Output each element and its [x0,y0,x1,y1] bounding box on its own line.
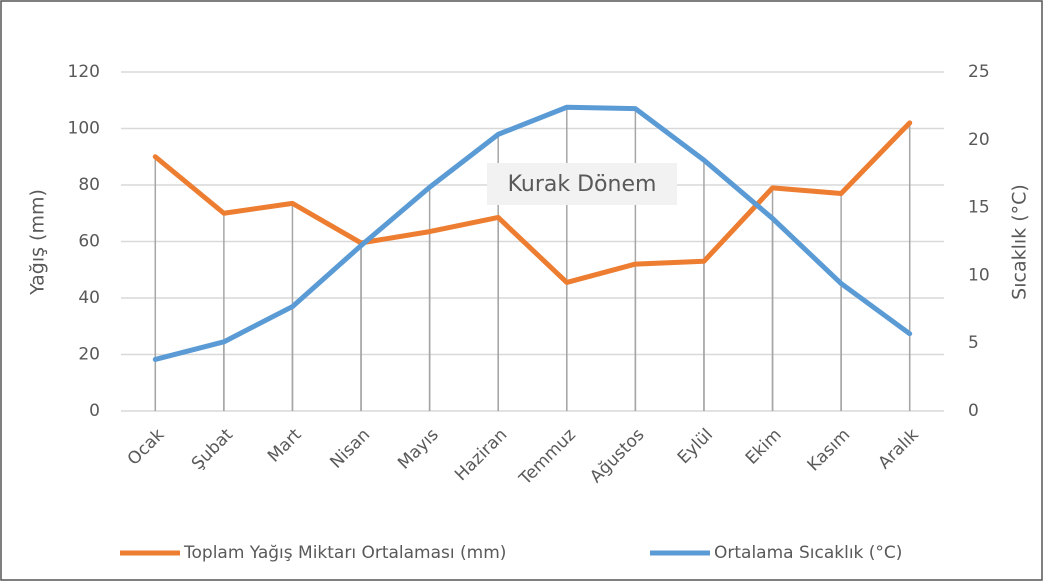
y-tick-label: 80 [78,175,100,195]
y-tick-label: 100 [68,119,100,139]
y-tick-label: 20 [78,345,100,365]
annotation: Kurak Dönem [508,172,657,197]
legend-label: Toplam Yağış Miktarı Ortalaması (mm) [183,543,506,563]
y2-tick-label: 25 [968,62,990,82]
y2-axis-label: Sıcaklık (°C) [1009,184,1031,300]
y2-tick-label: 20 [968,130,990,150]
series-line [152,120,913,285]
y2-tick-label: 15 [968,198,990,218]
y-tick-label: 40 [78,288,100,308]
annotation-box [487,163,677,205]
y-tick-label: 120 [68,62,100,82]
y2-tick-label: 0 [968,401,979,421]
y2-tick-label: 10 [968,265,990,285]
legend-label: Ortalama Sıcaklık (°C) [714,543,902,563]
y-tick-label: 0 [89,401,100,421]
y-axis-label: Yağış (mm) [27,189,49,296]
y2-tick-label: 5 [968,333,979,353]
y-tick-label: 60 [78,232,100,252]
series-line [152,104,913,362]
